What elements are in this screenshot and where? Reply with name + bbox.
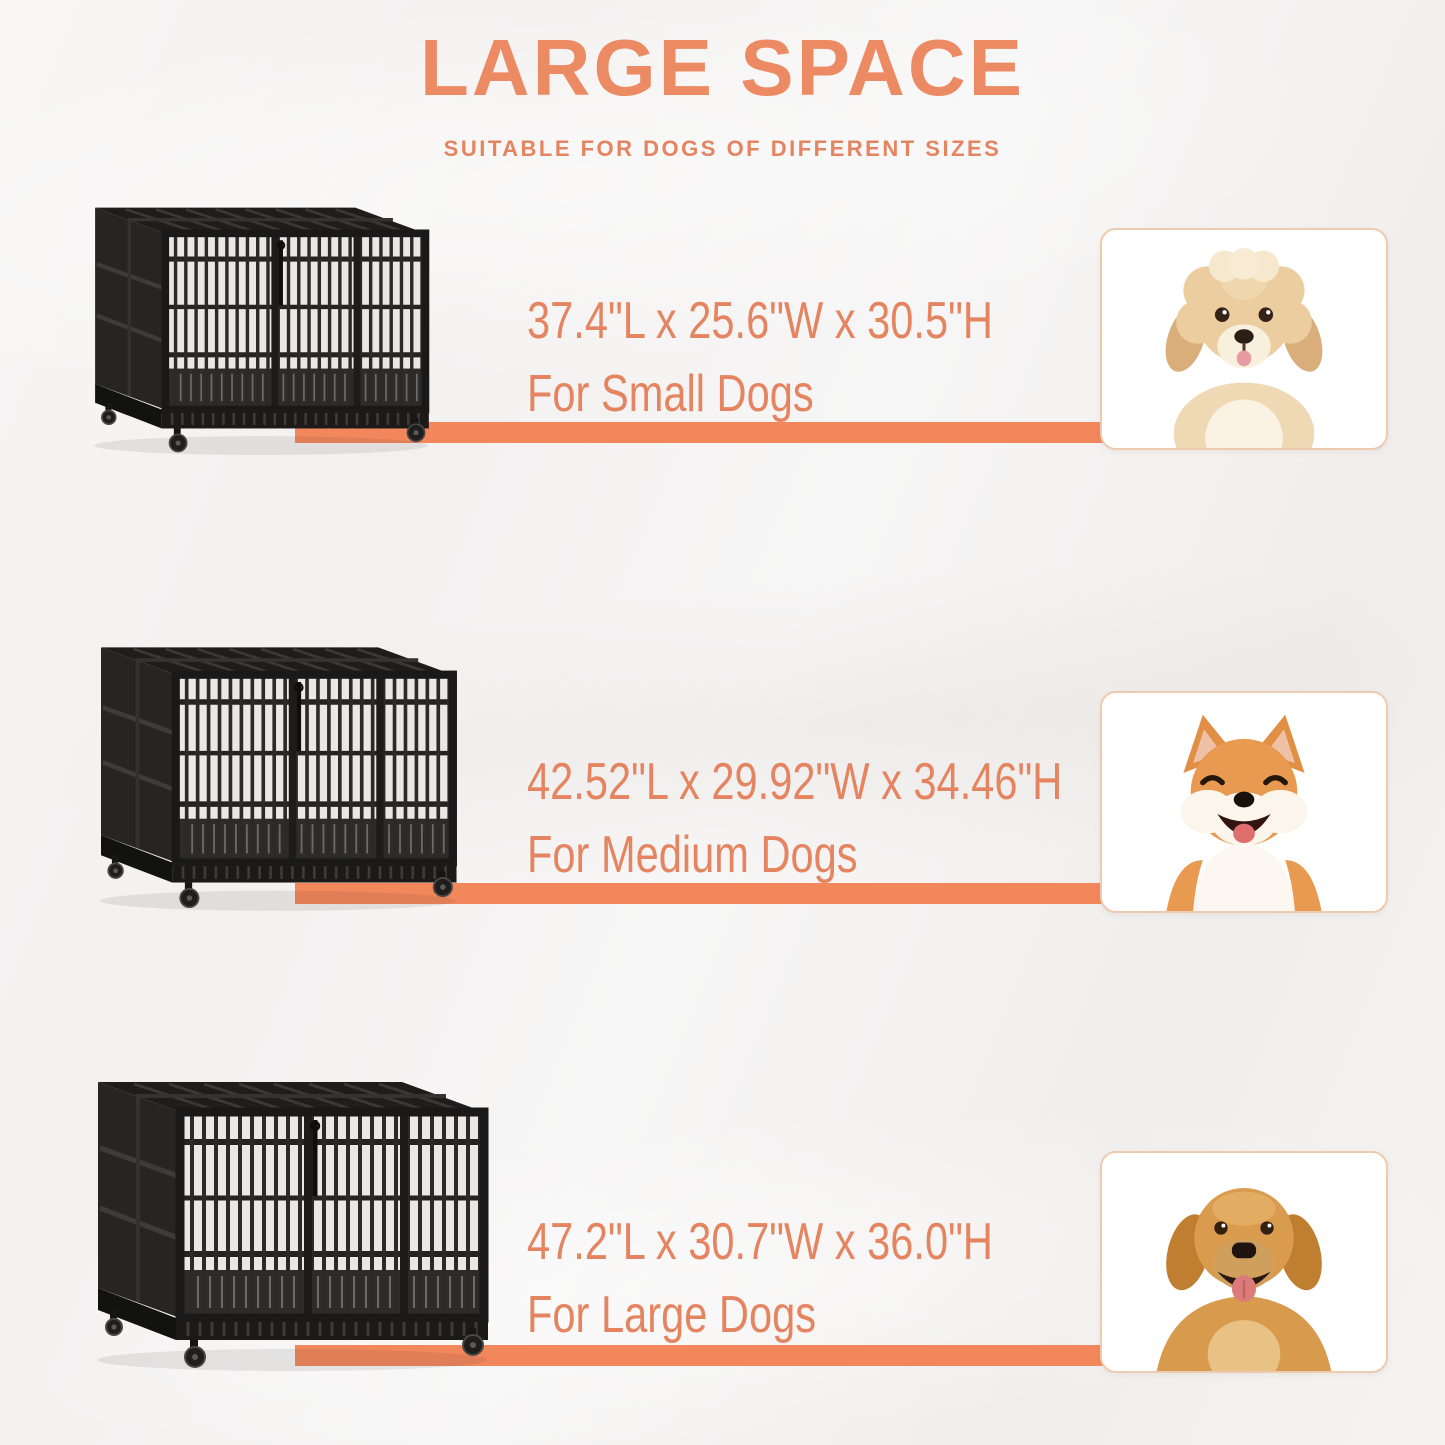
dimensions-text: 37.4"L x 25.6"W x 30.5"H <box>527 292 993 350</box>
dog-crate-illustration <box>70 620 462 916</box>
size-label: For Large Dogs <box>527 1286 817 1344</box>
dimensions-text: 42.52"L x 29.92"W x 34.46"H <box>527 753 1063 811</box>
crate-image-small <box>66 182 434 460</box>
size-info-medium: 42.52"L x 29.92"W x 34.46"H For Medium D… <box>527 756 1196 881</box>
crate-image-medium <box>70 620 462 916</box>
size-label: For Small Dogs <box>527 365 814 423</box>
crate-image-large <box>64 1052 494 1377</box>
size-info-small: 37.4"L x 25.6"W x 30.5"H For Small Dogs <box>527 295 1109 420</box>
golden-retriever-illustration <box>1156 1188 1332 1371</box>
page-title: LARGE SPACE <box>420 23 1025 112</box>
size-label: For Medium Dogs <box>527 826 858 884</box>
accent-bar-small <box>295 422 1240 443</box>
shiba-inu-illustration <box>1166 714 1322 911</box>
dimensions-text: 47.2"L x 30.7"W x 36.0"H <box>527 1213 993 1271</box>
dog-crate-illustration <box>66 182 434 460</box>
page-subtitle: SUITABLE FOR DOGS OF DIFFERENT SIZES <box>443 136 1002 161</box>
dog-crate-illustration <box>64 1052 494 1377</box>
dog-photo-large <box>1100 1151 1388 1373</box>
small-puppy-illustration <box>1165 248 1323 448</box>
size-info-large: 47.2"L x 30.7"W x 36.0"H For Large Dogs <box>527 1216 1109 1341</box>
dog-photo-small <box>1100 228 1388 450</box>
dog-photo-medium <box>1100 691 1388 913</box>
